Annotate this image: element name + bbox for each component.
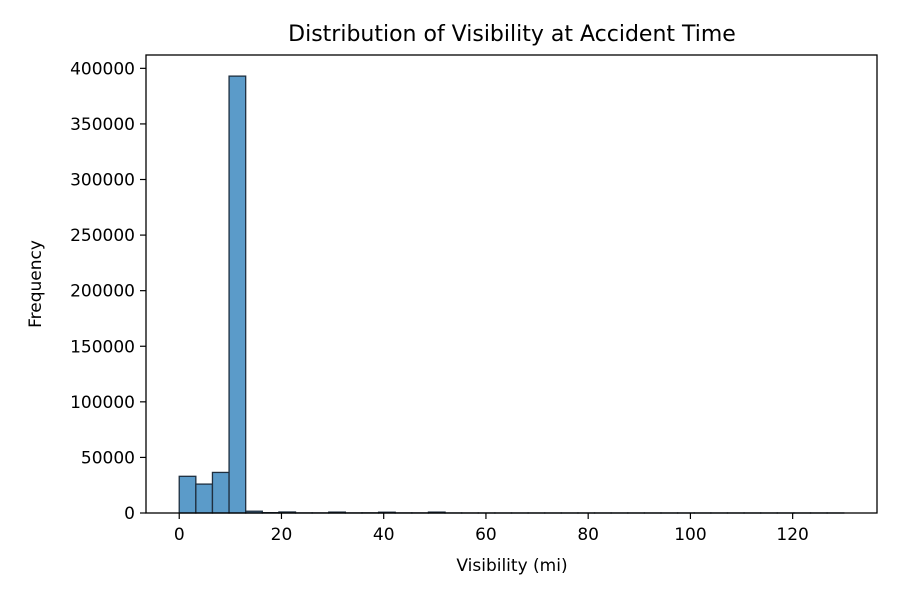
y-axis: 0 50000 100000 150000 200000 250000 300000 3500…: [70, 59, 146, 524]
histogram-bar-2: [211, 471, 230, 514]
y-tick-label: 0: [124, 504, 135, 524]
y-tick-label: 300000: [70, 171, 135, 191]
y-tick-label: 150000: [70, 337, 135, 357]
plot-frame: [145, 54, 878, 514]
y-axis-label: Frequency: [26, 240, 46, 328]
x-tick-label: 120: [776, 525, 808, 545]
y-tick-label: 50000: [81, 448, 135, 468]
chart-title: Distribution of Visibility at Accident T…: [288, 22, 736, 47]
y-tick-label: 400000: [70, 59, 135, 79]
x-axis-label: Visibility (mi): [456, 556, 567, 576]
y-tick-label: 100000: [70, 393, 135, 413]
histogram-bar-0: [178, 475, 197, 514]
x-tick-label: 60: [475, 525, 497, 545]
y-tick-label: 250000: [70, 226, 135, 246]
x-tick-label: 20: [271, 525, 293, 545]
histogram-bar-3: [228, 75, 247, 514]
x-tick-label: 80: [577, 525, 599, 545]
x-tick-label: 0: [174, 525, 185, 545]
y-tick-label: 200000: [70, 282, 135, 302]
x-axis: 0 20 40 60 80 100 120: [174, 513, 809, 545]
y-tick-label: 350000: [70, 115, 135, 135]
x-tick-label: 100: [674, 525, 706, 545]
bars-layer: [178, 75, 845, 514]
x-tick-label: 40: [373, 525, 395, 545]
histogram-bar-1: [195, 483, 214, 514]
